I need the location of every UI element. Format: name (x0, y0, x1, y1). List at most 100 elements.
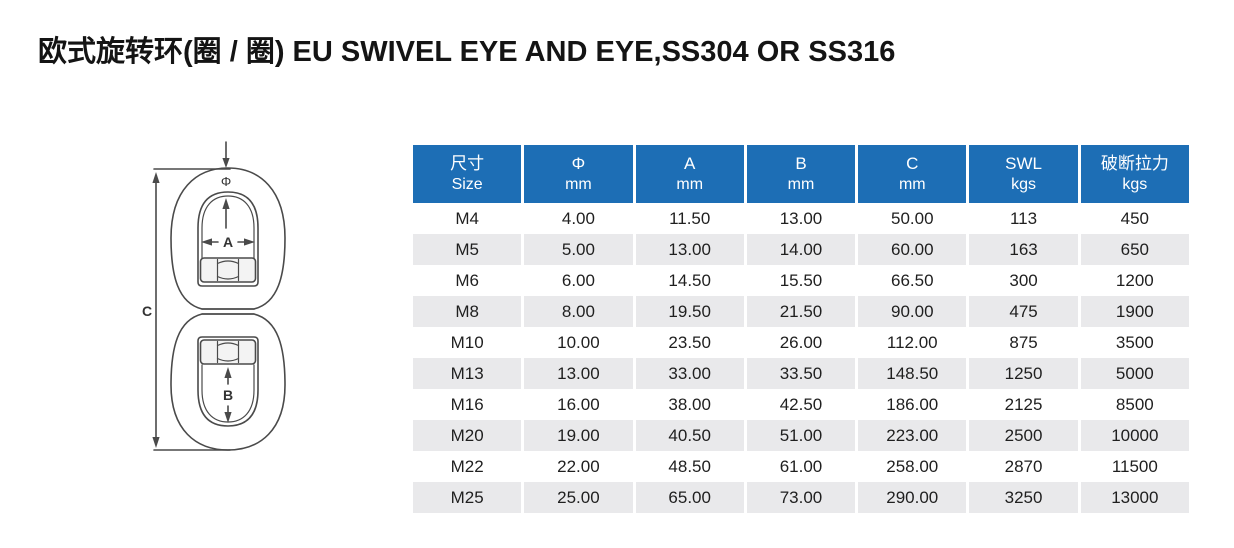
table-cell: 13.00 (635, 234, 744, 265)
table-cell: 19.50 (635, 296, 744, 327)
header-line1: C (906, 153, 919, 173)
table-row: M25 25.00 65.00 73.00 290.00 3250 13000 (413, 482, 1189, 513)
b-dimension-arrow (224, 367, 232, 423)
table-row: M13 13.00 33.00 33.50 148.50 1250 5000 (413, 358, 1189, 389)
table-row: M16 16.00 38.00 42.50 186.00 2125 8500 (413, 389, 1189, 420)
table-cell: 475 (969, 296, 1078, 327)
table-cell: 33.00 (635, 358, 744, 389)
table-cell: 163 (969, 234, 1078, 265)
table-cell: M4 (455, 208, 479, 228)
table-cell: 90.00 (858, 296, 967, 327)
bottom-hex-nut (199, 339, 257, 365)
table-cell: 113 (1009, 208, 1038, 228)
table-cell: M6 (455, 270, 479, 290)
table-cell: 2500 (969, 420, 1078, 451)
table-cell: M5 (413, 234, 522, 265)
table-cell: M16 (450, 394, 484, 414)
table-cell: 112.00 (886, 332, 938, 352)
table-cell: 4.00 (561, 208, 595, 228)
phi-dimension-arrow (222, 141, 230, 168)
table-body: M4 4.00 11.50 13.00 50.00 113 450 M5 5.00 13.00 14… (413, 203, 1189, 513)
table-row: M4 4.00 11.50 13.00 50.00 113 450 (413, 203, 1189, 234)
table-cell: 5000 (1080, 358, 1189, 389)
table-cell: 60.00 (858, 234, 967, 265)
table-cell: M13 (413, 358, 522, 389)
table-cell: 8500 (1115, 394, 1154, 414)
table-header-cell: 破断拉力 kgs (1080, 145, 1189, 203)
header-line2: kgs (1011, 175, 1036, 193)
table-cell: 14.50 (668, 270, 711, 290)
header-line2: mm (898, 175, 926, 193)
table-cell: M22 (450, 456, 484, 476)
top-eye-outline (170, 167, 286, 310)
table-cell: 3250 (969, 482, 1078, 513)
table-cell: 186.00 (886, 394, 939, 414)
opening-height-arrow (222, 198, 230, 229)
table-cell: 1250 (969, 358, 1078, 389)
table-row: M5 5.00 13.00 14.00 60.00 163 650 (413, 234, 1189, 265)
table-cell: 1200 (1115, 270, 1154, 290)
top-hex-nut (199, 257, 257, 283)
table-cell: 33.50 (746, 358, 856, 389)
table-cell: 450 (1120, 208, 1150, 228)
table-cell: 42.50 (779, 394, 823, 414)
table-cell: 10000 (1080, 420, 1189, 451)
bottom-eye-opening (197, 336, 259, 427)
table-cell: 1900 (1080, 296, 1189, 327)
a-label: A (223, 234, 233, 250)
table-cell: M20 (413, 420, 522, 451)
table-cell: 22.00 (557, 456, 600, 476)
swivel-eye-diagram: Φ A B C (142, 141, 286, 451)
table-cell: 25.00 (524, 482, 633, 513)
table-cell: 51.00 (746, 420, 856, 451)
table-cell: 650 (1080, 234, 1189, 265)
header-line1: 尺寸 (450, 153, 485, 173)
table-cell: 223.00 (858, 420, 967, 451)
header-line1: SWL (1005, 153, 1042, 173)
table-cell: 14.00 (746, 234, 856, 265)
table-cell: 2870 (1004, 456, 1043, 476)
table-cell: 8.00 (524, 296, 633, 327)
table-cell: 300 (1009, 270, 1038, 290)
a-dimension-arrow (201, 238, 255, 246)
table-cell: 258.00 (886, 456, 939, 476)
table-cell: 15.50 (779, 270, 823, 290)
table-cell: 3500 (1115, 332, 1154, 352)
header-line2: mm (787, 175, 815, 193)
header-line1: Φ (571, 153, 586, 173)
header-line2: Size (451, 175, 483, 193)
table-row: M10 10.00 23.50 26.00 112.00 875 3500 (413, 327, 1189, 358)
table-cell: 10.00 (557, 332, 600, 352)
table-cell: M10 (450, 332, 484, 352)
table-cell: 23.50 (668, 332, 711, 352)
table-cell: 48.50 (668, 456, 711, 476)
table-cell: 19.00 (524, 420, 633, 451)
table-cell: 148.50 (858, 358, 967, 389)
top-eye-opening (197, 191, 259, 287)
header-line1: B (795, 153, 807, 173)
table-cell: 11.50 (669, 208, 711, 228)
table-cell: 13.00 (779, 208, 823, 228)
table-header-cell: SWL kgs (969, 145, 1078, 203)
table-cell: 6.00 (561, 270, 595, 290)
header-line1: A (684, 153, 696, 173)
table-row: M22 22.00 48.50 61.00 258.00 2870 11500 (413, 451, 1189, 482)
c-label: C (142, 303, 152, 319)
table-cell: 50.00 (890, 208, 934, 228)
table-row: M6 6.00 14.50 15.50 66.50 300 1200 (413, 265, 1189, 296)
header-line2: mm (676, 175, 704, 193)
table-cell: 11500 (1111, 456, 1158, 476)
table-cell: 875 (1009, 332, 1038, 352)
table-cell: 16.00 (557, 394, 600, 414)
table-cell: 21.50 (746, 296, 856, 327)
c-dimension-arrow (152, 172, 160, 448)
table-cell: 13000 (1080, 482, 1189, 513)
table-cell: 73.00 (746, 482, 856, 513)
header-line2: kgs (1122, 175, 1148, 193)
header-line2: mm (565, 175, 592, 193)
